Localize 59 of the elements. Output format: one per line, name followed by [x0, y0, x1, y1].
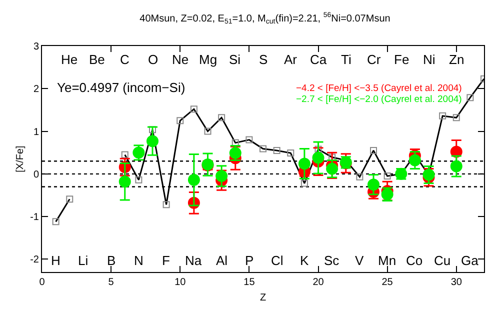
- y-tick-label: 3: [33, 42, 40, 52]
- annotation: Ye=0.4997 (incom−Si): [57, 80, 186, 95]
- y-tick-label: 2: [33, 84, 40, 96]
- chart-title: 40Msun, Z=0.02, E$_{51}$=1.0, M$_{cut}$(fin)=2.21, $^{56}$Ni=0.07Msun: [140, 12, 390, 26]
- annotation: Cu: [434, 253, 451, 268]
- annotation: Be: [89, 52, 105, 67]
- point: [118, 176, 131, 188]
- annotation: Mn: [378, 253, 396, 268]
- annotation: N: [134, 253, 144, 268]
- annotation: Ni: [423, 52, 436, 67]
- annotation: B: [107, 253, 116, 268]
- x-tick-label: 5: [108, 277, 114, 288]
- annotation: Fe: [394, 52, 410, 67]
- annotation: Sc: [324, 253, 340, 268]
- point: [216, 170, 228, 182]
- x-tick-label: 30: [450, 277, 462, 288]
- x-tick-label: 15: [244, 277, 256, 288]
- text: −4.2 < [Fe/H] <−3.5 (Cayrel et al. 2004): [296, 83, 462, 94]
- text: −2.7 < [Fe/H] <−2.0 (Cayrel et al. 2004): [296, 94, 462, 105]
- x-tick-label: 10: [174, 277, 186, 288]
- annotation: Si: [229, 52, 241, 67]
- annotation: P: [245, 253, 254, 268]
- point: [368, 178, 380, 191]
- point: [450, 160, 462, 172]
- x-tick-label: 25: [382, 277, 394, 288]
- annotation: Co: [406, 253, 423, 268]
- annotation: F: [162, 253, 170, 268]
- annotation: K: [300, 253, 309, 268]
- annotation: Ar: [284, 52, 298, 67]
- annotation: He: [61, 52, 78, 67]
- annotation: Ga: [461, 253, 480, 268]
- annotation: Al: [216, 253, 228, 268]
- y-tick-label: 0: [33, 169, 40, 180]
- annotation: Ti: [341, 52, 352, 67]
- point: [298, 158, 310, 170]
- point: [188, 174, 200, 186]
- y-tick-label: -2: [30, 254, 40, 266]
- annotation: Na: [185, 253, 202, 268]
- x-tick-label: 20: [312, 277, 324, 288]
- annotation: Ca: [310, 52, 328, 67]
- annotation: Cr: [367, 52, 382, 67]
- annotation: O: [148, 52, 158, 67]
- point: [146, 135, 158, 148]
- annotation: Ne: [172, 52, 189, 67]
- annotation: S: [259, 52, 268, 67]
- annotation: H: [51, 253, 60, 268]
- annotation: Cl: [271, 253, 284, 268]
- x-axis-title: Z: [260, 292, 266, 304]
- y-axis-title: [X/Fe]: [15, 145, 26, 172]
- annotation: V: [355, 253, 364, 268]
- annotation: Zn: [449, 52, 464, 67]
- y-tick-label: -1: [30, 212, 40, 224]
- point: [422, 168, 435, 181]
- annotation: C: [120, 52, 130, 67]
- point: [312, 152, 324, 164]
- y-tick-label: 1: [33, 126, 40, 138]
- annotation: Mg: [199, 52, 218, 67]
- annotation: Li: [78, 253, 88, 268]
- point: [326, 162, 338, 175]
